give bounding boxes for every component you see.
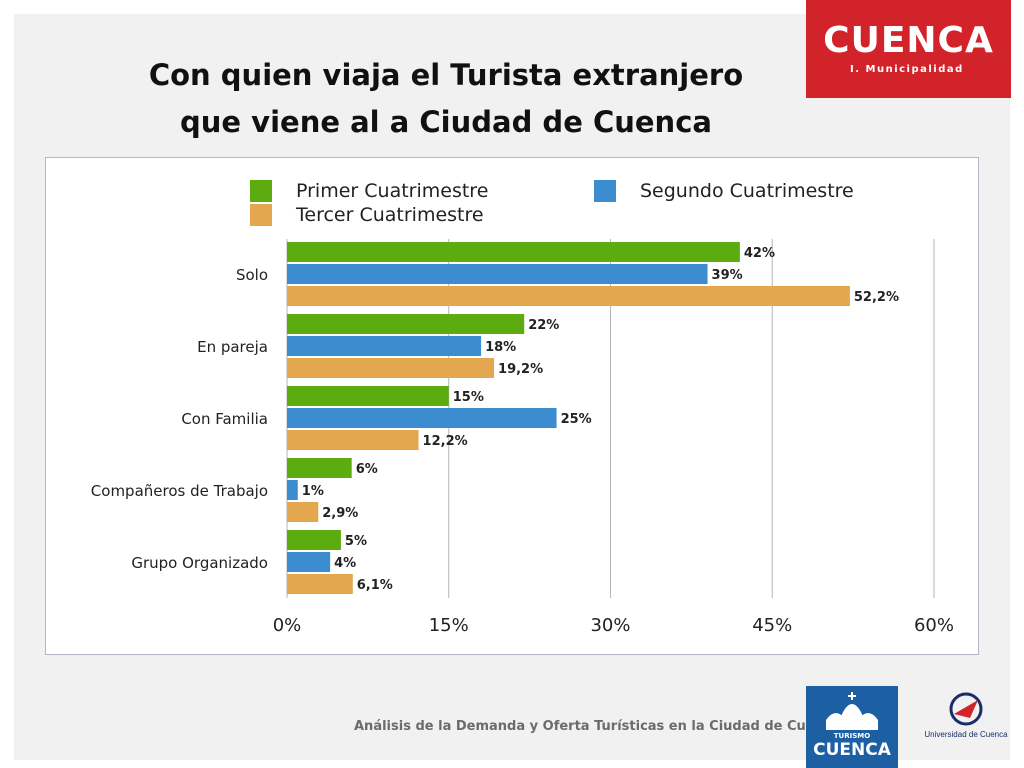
x-tick-label: 60% [914,615,954,636]
data-label-tercer-en-pareja: 19,2% [498,362,543,377]
bar-primer-con-familia [287,386,449,406]
legend-swatch-primer [250,180,272,202]
bar-tercer-companeros-de-trabajo [287,502,319,522]
category-label-con-familia: Con Familia [181,410,268,428]
footer-caption: Análisis de la Demanda y Oferta Turístic… [354,719,841,734]
bar-chart: Primer Cuatrimestre Segundo Cuatrimestre T… [91,180,954,636]
category-label-companeros-de-trabajo: Compañeros de Trabajo [91,482,268,500]
bar-segundo-con-familia [287,408,557,428]
title-line-2: que viene al a Ciudad de Cuenca [180,105,712,139]
x-tick-label: 15% [429,615,469,636]
logo-cuenca-subtitle: I. Municipalidad [850,64,964,75]
universidad-cuenca-logo: Universidad de Cuenca [920,690,1012,742]
bar-segundo-en-pareja [287,336,482,356]
category-label-en-pareja: En pareja [197,338,268,356]
bar-segundo-companeros-de-trabajo [287,480,298,500]
legend-label-primer: Primer Cuatrimestre [296,180,488,202]
bar-tercer-con-familia [287,430,419,450]
universidad-emblem-icon [949,692,983,726]
bar-tercer-solo [287,286,850,306]
turismo-label: TURISMO [833,732,871,740]
legend-label-tercer: Tercer Cuatrimestre [295,204,484,226]
universidad-caption: Universidad de Cuenca [924,730,1008,739]
category-label-grupo-organizado: Grupo Organizado [131,554,268,572]
logo-cuenca-word: CUENCA [823,20,994,61]
x-tick-label: 45% [752,615,792,636]
cathedral-domes-icon [826,692,878,730]
bar-primer-solo [287,242,740,262]
data-label-primer-con-familia: 15% [453,390,484,405]
data-label-segundo-solo: 39% [712,268,743,283]
bar-tercer-grupo-organizado [287,574,353,594]
turismo-cuenca-word: CUENCA [813,740,891,760]
data-label-segundo-grupo-organizado: 4% [334,556,356,571]
data-label-primer-grupo-organizado: 5% [345,534,367,549]
data-label-segundo-en-pareja: 18% [485,340,516,355]
category-label-solo: Solo [236,266,268,284]
title-line-1: Con quien viaja el Turista extranjero [148,58,744,92]
turismo-cuenca-logo: TURISMO CUENCA [806,686,898,768]
bar-tercer-en-pareja [287,358,495,378]
legend-swatch-segundo [594,180,616,202]
municipalidad-cuenca-logo: CUENCA I. Municipalidad [806,0,1011,98]
bar-primer-grupo-organizado [287,530,341,550]
bar-segundo-solo [287,264,708,284]
x-tick-label: 0% [273,615,302,636]
data-label-primer-solo: 42% [744,246,775,261]
data-label-segundo-con-familia: 25% [561,412,592,427]
legend-swatch-tercer [250,204,272,226]
data-label-segundo-companeros-de-trabajo: 1% [302,484,324,499]
data-label-primer-companeros-de-trabajo: 6% [356,462,378,477]
bar-primer-en-pareja [287,314,525,334]
chart-container: Primer Cuatrimestre Segundo Cuatrimestre T… [45,157,979,655]
x-tick-label: 30% [590,615,630,636]
data-label-tercer-companeros-de-trabajo: 2,9% [322,506,358,521]
data-label-tercer-con-familia: 12,2% [423,434,468,449]
data-label-tercer-solo: 52,2% [854,290,899,305]
data-label-primer-en-pareja: 22% [528,318,559,333]
bar-segundo-grupo-organizado [287,552,331,572]
bar-primer-companeros-de-trabajo [287,458,352,478]
legend-label-segundo: Segundo Cuatrimestre [640,180,854,202]
data-label-tercer-grupo-organizado: 6,1% [357,578,393,593]
slide-title: Con quien viaja el Turista extranjero qu… [96,52,796,146]
